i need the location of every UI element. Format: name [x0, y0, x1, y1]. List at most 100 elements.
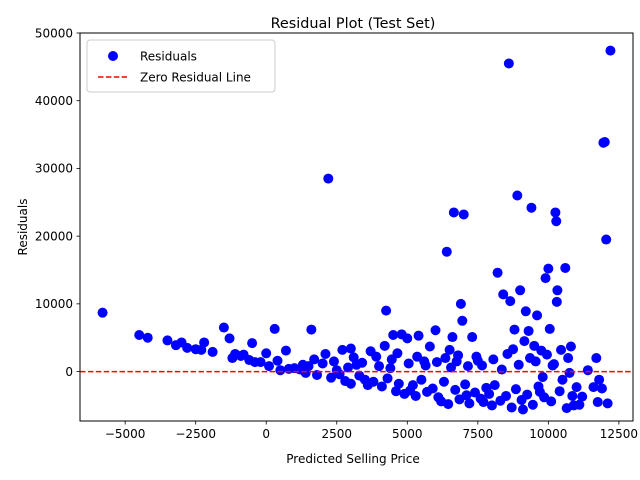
residual-point-100 [588, 382, 599, 393]
residual-point-117 [345, 378, 356, 389]
plot-area: −5000 −2500 0 2500 5000 7500 10000 12500 0 10000… [35, 26, 638, 441]
residual-point-135 [460, 379, 471, 390]
residual-point-60 [455, 298, 466, 309]
residual-point-124 [399, 388, 410, 399]
residual-point-52 [424, 341, 435, 352]
residual-point-81 [532, 310, 543, 321]
residual-point-11 [218, 322, 229, 333]
residual-point-134 [454, 394, 465, 405]
residual-point-177 [519, 336, 530, 347]
residual-point-127 [416, 374, 427, 385]
residual-point-126 [410, 390, 421, 401]
legend-box [86, 39, 276, 93]
residual-point-142 [501, 390, 512, 401]
residual-point-120 [368, 376, 379, 387]
residual-point-50 [413, 330, 424, 341]
residual-point-33 [320, 348, 331, 359]
residual-point-163 [412, 351, 423, 362]
residual-point-57 [447, 332, 458, 343]
residual-point-131 [438, 376, 449, 387]
residual-point-170 [471, 351, 482, 362]
residual-point-9 [199, 337, 210, 348]
residual-point-77 [520, 306, 531, 317]
x-tick-label: 12500 [600, 427, 638, 441]
residual-point-26 [280, 345, 291, 356]
residual-point-2 [142, 332, 153, 343]
legend-marker-residuals [108, 51, 118, 61]
residual-point-1 [134, 330, 145, 340]
residual-point-37 [345, 343, 356, 354]
residual-point-23 [269, 323, 280, 334]
residual-point-48 [402, 333, 413, 344]
residual-point-22 [264, 361, 275, 372]
residual-point-150 [546, 396, 557, 407]
y-tick-label: 0 [65, 365, 73, 379]
residual-point-130 [433, 392, 444, 403]
residual-point-172 [488, 354, 499, 365]
residual-point-92 [557, 374, 568, 385]
residual-point-157 [348, 352, 359, 363]
residual-point-99 [582, 365, 593, 376]
residual-point-104 [596, 383, 607, 394]
chart-title: Residual Plot (Test Set) [271, 16, 436, 32]
residual-point-42 [379, 340, 390, 351]
residual-point-133 [450, 384, 461, 395]
residual-point-161 [392, 348, 403, 359]
legend-label-zero-line: Zero Residual Line [140, 71, 251, 85]
residual-point-118 [354, 370, 365, 381]
residual-point-137 [470, 387, 480, 398]
scatter-points [97, 45, 616, 415]
x-axis-label: Predicted Selling Price [286, 452, 419, 466]
residual-point-36 [337, 344, 348, 355]
residual-point-41 [374, 361, 385, 372]
residual-point-148 [533, 381, 544, 392]
residual-point-165 [431, 357, 442, 368]
legend-label-residuals: Residuals [140, 50, 197, 64]
residual-point-43 [381, 305, 392, 316]
y-axis-ticks: 0 10000 20000 30000 40000 50000 [35, 26, 80, 379]
residual-point-179 [530, 356, 541, 367]
residual-point-114 [326, 372, 337, 383]
residual-point-21 [261, 348, 272, 359]
residual-point-125 [407, 380, 418, 391]
residual-point-171 [477, 360, 488, 371]
residual-point-155 [328, 356, 339, 367]
residual-point-32 [317, 358, 328, 369]
residual-point-162 [403, 358, 414, 369]
residual-point-146 [522, 389, 533, 400]
residual-point-62 [458, 209, 469, 220]
residual-point-166 [440, 353, 451, 364]
residual-point-85 [543, 263, 554, 274]
residual-point-168 [451, 356, 462, 367]
residual-point-93 [560, 262, 571, 273]
residual-point-3 [162, 335, 173, 346]
residual-point-169 [462, 361, 473, 372]
residual-point-102 [592, 397, 603, 408]
residual-point-78 [523, 325, 534, 336]
residual-point-97 [571, 382, 582, 393]
residual-point-73 [509, 324, 520, 335]
residual-point-140 [489, 380, 500, 391]
residual-point-175 [508, 344, 519, 355]
residual-point-136 [464, 398, 475, 409]
residual-point-20 [255, 357, 266, 368]
residual-point-58 [448, 207, 459, 218]
residual-point-30 [306, 324, 317, 335]
residual-point-71 [503, 58, 514, 69]
residual-point-181 [541, 349, 552, 360]
residual-point-88 [550, 207, 561, 218]
y-tick-label: 20000 [35, 229, 73, 243]
residual-point-56 [444, 344, 455, 355]
residual-point-108 [602, 398, 613, 409]
residual-point-95 [565, 341, 576, 352]
residual-point-25 [275, 365, 286, 376]
axes-border [79, 32, 634, 422]
residual-point-153 [567, 390, 578, 401]
residual-point-31 [309, 354, 320, 365]
residual-point-109 [605, 45, 616, 56]
residual-point-90 [551, 296, 562, 307]
residual-point-76 [517, 404, 528, 415]
residual-point-184 [564, 367, 575, 378]
